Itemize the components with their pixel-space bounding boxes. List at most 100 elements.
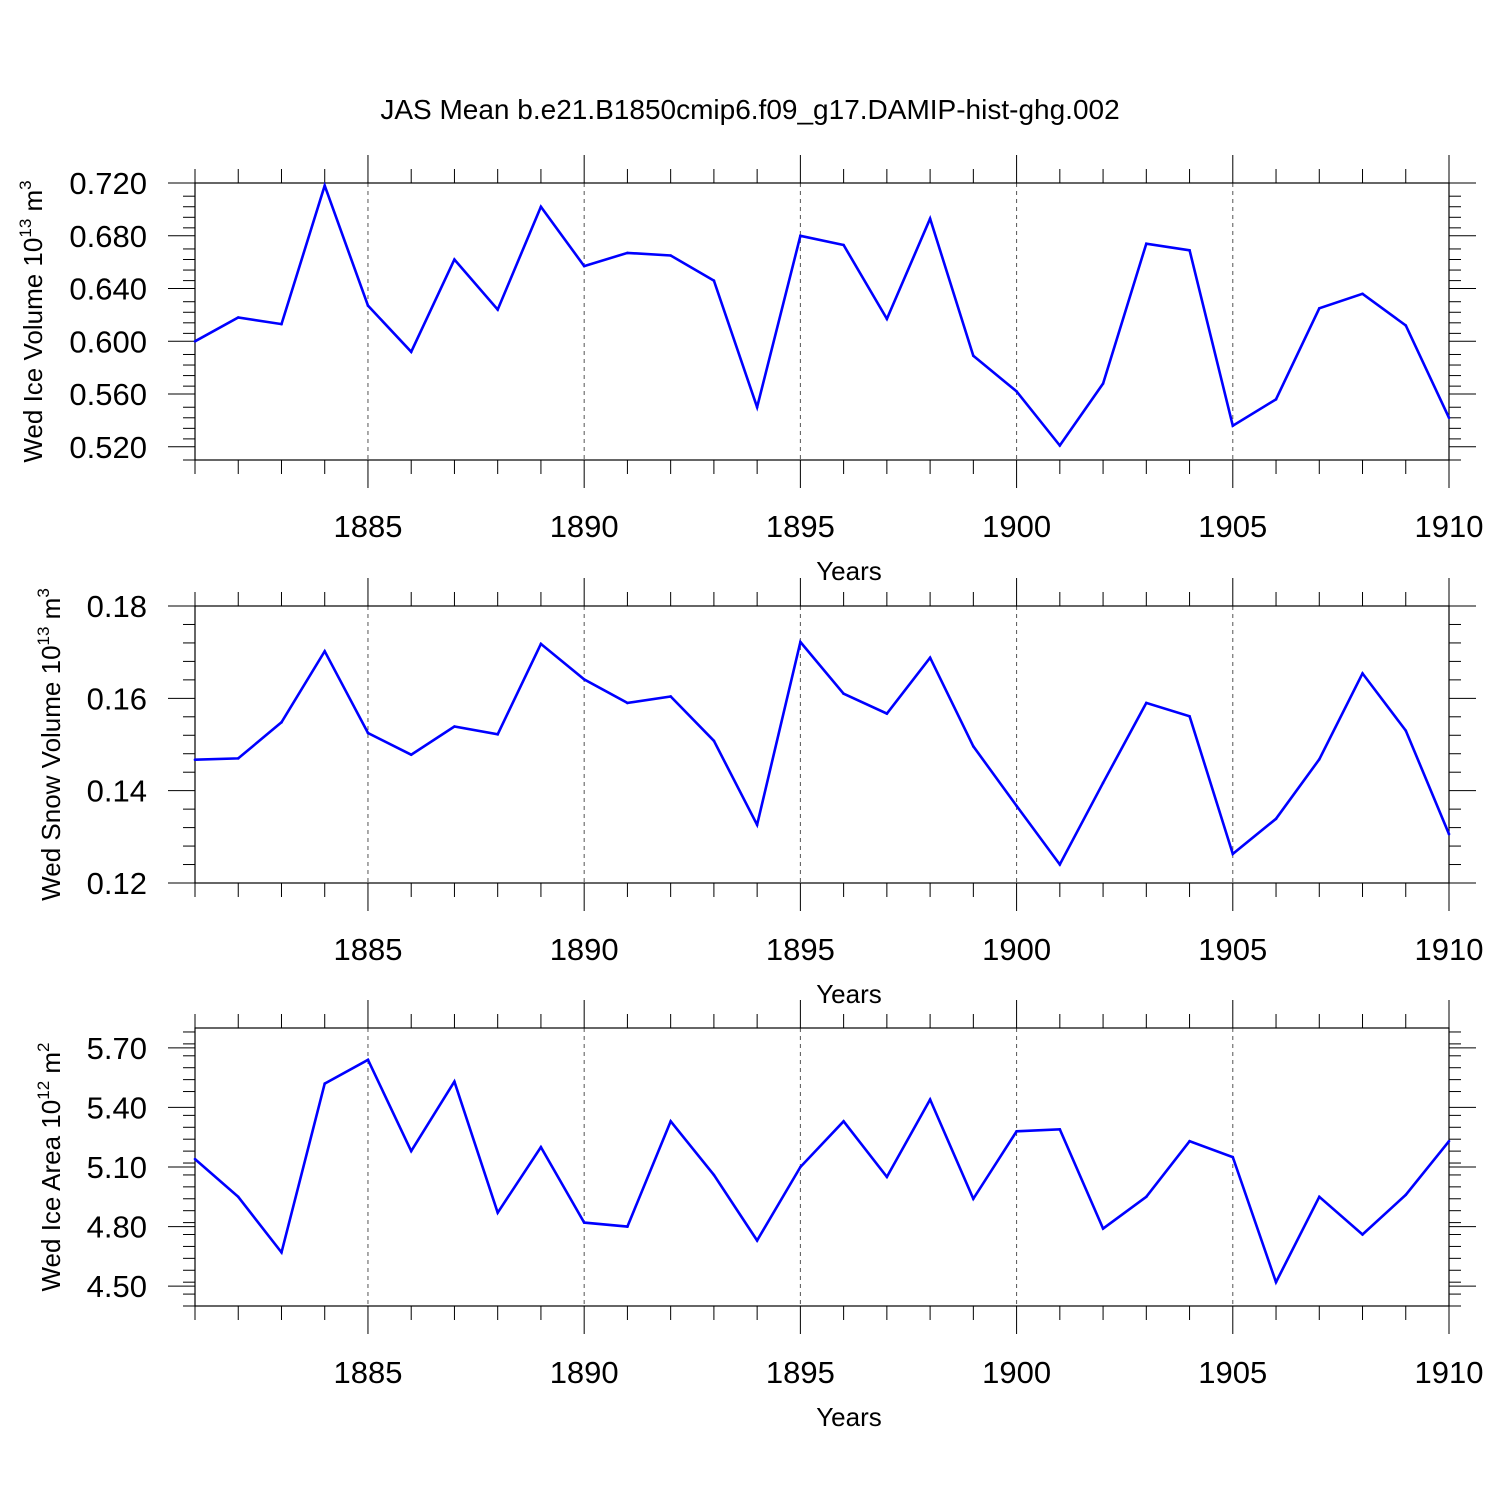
- data-point: [928, 1098, 932, 1101]
- panel-3: 1885 1890 1895 1900 1905 1910 Years 4.50 4.80 5.1…: [34, 1000, 1483, 1432]
- y-tick-label: 0.560: [69, 377, 147, 412]
- x-tick-label: 1890: [550, 1355, 619, 1390]
- data-point: [1188, 715, 1191, 718]
- y-tick-label: 5.40: [87, 1090, 147, 1125]
- x-tick-label: 1885: [333, 509, 402, 544]
- x-axis-label: Years: [816, 979, 882, 1009]
- y-axis-label-unit-exponent: 2: [34, 1042, 53, 1051]
- y-axis-label: Wed Ice Volume 1013 m3: [16, 180, 48, 462]
- x-tick-label: 1910: [1415, 509, 1484, 544]
- data-point: [799, 1165, 802, 1169]
- y-tick-label: 0.14: [87, 774, 147, 809]
- data-point: [539, 1145, 543, 1149]
- data-point: [193, 1157, 197, 1161]
- data-point: [539, 642, 543, 646]
- data-point: [1404, 729, 1408, 732]
- data-point: [1404, 324, 1408, 327]
- data-point: [1447, 832, 1451, 836]
- data-point: [669, 695, 672, 698]
- data-point: [885, 712, 889, 715]
- data-point: [1361, 672, 1364, 675]
- y-tick-label: 0.16: [87, 681, 147, 716]
- data-point: [323, 1082, 327, 1085]
- data-point: [496, 733, 499, 736]
- y-tick-label: 4.50: [87, 1269, 147, 1304]
- data-point: [626, 251, 629, 255]
- y-axis-label-name: Wed Snow Volume 10: [36, 645, 66, 900]
- data-point: [1231, 424, 1235, 428]
- data-point: [1188, 248, 1191, 252]
- data-point: [1447, 1139, 1451, 1143]
- y-axis-label-unit: m: [36, 598, 66, 627]
- data-point: [755, 823, 759, 827]
- x-tick-label: 1895: [766, 932, 835, 967]
- data-point: [1015, 804, 1018, 808]
- x-tick-label: 1900: [982, 932, 1051, 967]
- y-axis-label-exponent: 13: [34, 627, 53, 646]
- data-point: [366, 731, 370, 735]
- data-point: [280, 721, 283, 724]
- x-tick-label: 1900: [982, 1355, 1051, 1390]
- data-point: [280, 322, 283, 326]
- y-tick-label: 0.520: [69, 430, 147, 465]
- data-point: [1188, 1139, 1191, 1143]
- data-point: [366, 304, 370, 307]
- data-point: [1145, 1195, 1148, 1199]
- data-point: [323, 649, 327, 653]
- figure-title: JAS Mean b.e21.B1850cmip6.f09_g17.DAMIP-…: [380, 94, 1119, 125]
- data-point: [1361, 292, 1364, 296]
- x-tick-label: 1905: [1198, 932, 1267, 967]
- x-tick-label: 1895: [766, 509, 835, 544]
- plot-frame: [194, 605, 1450, 884]
- data-point: [626, 701, 629, 705]
- data-point: [928, 217, 932, 220]
- data-point: [236, 1195, 240, 1199]
- data-point: [1015, 1129, 1018, 1133]
- series-line: [194, 639, 1451, 867]
- x-tick-label: 1900: [982, 509, 1051, 544]
- data-point: [1101, 382, 1105, 385]
- x-tick-label: 1910: [1415, 1355, 1484, 1390]
- data-point: [1101, 1227, 1105, 1230]
- data-point: [885, 317, 889, 321]
- y-axis-label: Wed Snow Volume 1013 m3: [34, 588, 66, 901]
- x-tick-label: 1895: [766, 1355, 835, 1390]
- y-axis-label-unit-exponent: 3: [16, 180, 35, 189]
- data-point: [1058, 1127, 1062, 1131]
- data-point: [1015, 390, 1018, 393]
- y-tick-label: 0.680: [69, 219, 147, 254]
- x-tick-label: 1885: [333, 1355, 402, 1390]
- data-point: [496, 1211, 499, 1214]
- data-point: [1317, 307, 1321, 310]
- data-point: [1145, 701, 1148, 705]
- data-point: [193, 339, 197, 343]
- data-point: [972, 1197, 975, 1201]
- plot-frame: [194, 182, 1450, 461]
- y-axis-label-unit: m: [36, 1052, 66, 1081]
- y-axis-label-unit: m: [18, 190, 48, 219]
- data-point: [669, 254, 672, 257]
- y-axis-label-unit-exponent: 3: [34, 588, 53, 597]
- data-point: [1231, 852, 1235, 856]
- data-point: [972, 745, 975, 748]
- data-point: [582, 678, 586, 681]
- x-tick-label: 1905: [1198, 509, 1267, 544]
- data-point: [409, 753, 413, 756]
- y-tick-label: 0.18: [87, 589, 147, 624]
- data-point: [885, 1175, 889, 1179]
- y-axis-label: Wed Ice Area 1012 m2: [34, 1042, 66, 1291]
- data-point: [842, 1120, 845, 1123]
- data-point: [1231, 1155, 1235, 1159]
- data-point: [582, 264, 586, 268]
- data-point: [409, 350, 413, 354]
- data-point: [1317, 1195, 1321, 1199]
- y-axis-label-name: Wed Ice Volume 10: [18, 238, 48, 463]
- data-point: [409, 1149, 413, 1153]
- data-point: [712, 279, 716, 282]
- data-point: [280, 1251, 283, 1254]
- x-axis-label: Years: [816, 1402, 882, 1432]
- data-point: [1145, 242, 1148, 245]
- data-point: [193, 758, 197, 762]
